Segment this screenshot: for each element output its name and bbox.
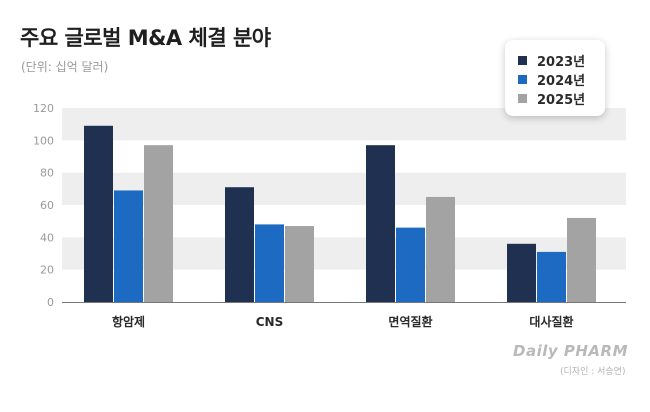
legend-label-2024: 2024년 bbox=[537, 73, 586, 89]
legend-swatch-2023 bbox=[518, 55, 527, 65]
legend-item-2024: 2024년 bbox=[518, 71, 586, 89]
legend-label-2023: 2023년 bbox=[537, 54, 586, 70]
dailypharm-logo: Daily PHARM bbox=[513, 342, 628, 360]
y-tick-label: 120 bbox=[33, 102, 54, 115]
bar-2024년-항암제 bbox=[114, 190, 143, 302]
y-tick-label: 40 bbox=[40, 231, 54, 244]
legend-swatch-2025 bbox=[518, 93, 527, 103]
bar-2024년-면역질환 bbox=[396, 227, 425, 302]
x-category-label: 대사질환 bbox=[529, 314, 573, 329]
legend-label-2025: 2025년 bbox=[537, 92, 586, 108]
chart-unit-subtitle: (단위: 십억 달러) bbox=[21, 60, 109, 74]
bar-2025년-CNS bbox=[285, 226, 314, 302]
bar-2023년-면역질환 bbox=[366, 145, 395, 302]
bar-2024년-CNS bbox=[255, 224, 284, 302]
legend-swatch-2024 bbox=[518, 74, 527, 84]
bar-2023년-CNS bbox=[225, 187, 254, 302]
y-tick-label: 60 bbox=[40, 199, 54, 212]
bar-2025년-면역질환 bbox=[426, 196, 455, 302]
bar-2023년-대사질환 bbox=[507, 243, 536, 302]
bar-2025년-항암제 bbox=[144, 145, 173, 302]
y-tick-label: 0 bbox=[47, 296, 54, 309]
designer-credit: (디자인 : 서승연) bbox=[560, 367, 626, 377]
bar-2024년-대사질환 bbox=[537, 251, 566, 302]
x-category-label: 항암제 bbox=[112, 314, 145, 329]
y-tick-label: 100 bbox=[33, 134, 54, 147]
chart-title: 주요 글로벌 M&A 체결 분야 bbox=[20, 26, 271, 50]
legend-item-2023: 2023년 bbox=[518, 52, 586, 70]
x-category-label: 면역질환 bbox=[388, 314, 432, 329]
y-tick-label: 20 bbox=[40, 264, 54, 277]
bar-2025년-대사질환 bbox=[567, 217, 596, 302]
chart-legend: 2023년 2024년 2025년 bbox=[505, 40, 605, 116]
legend-item-2025: 2025년 bbox=[518, 90, 586, 108]
bar-2023년-항암제 bbox=[84, 125, 113, 303]
y-tick-label: 80 bbox=[40, 167, 54, 180]
x-category-label: CNS bbox=[256, 315, 284, 329]
